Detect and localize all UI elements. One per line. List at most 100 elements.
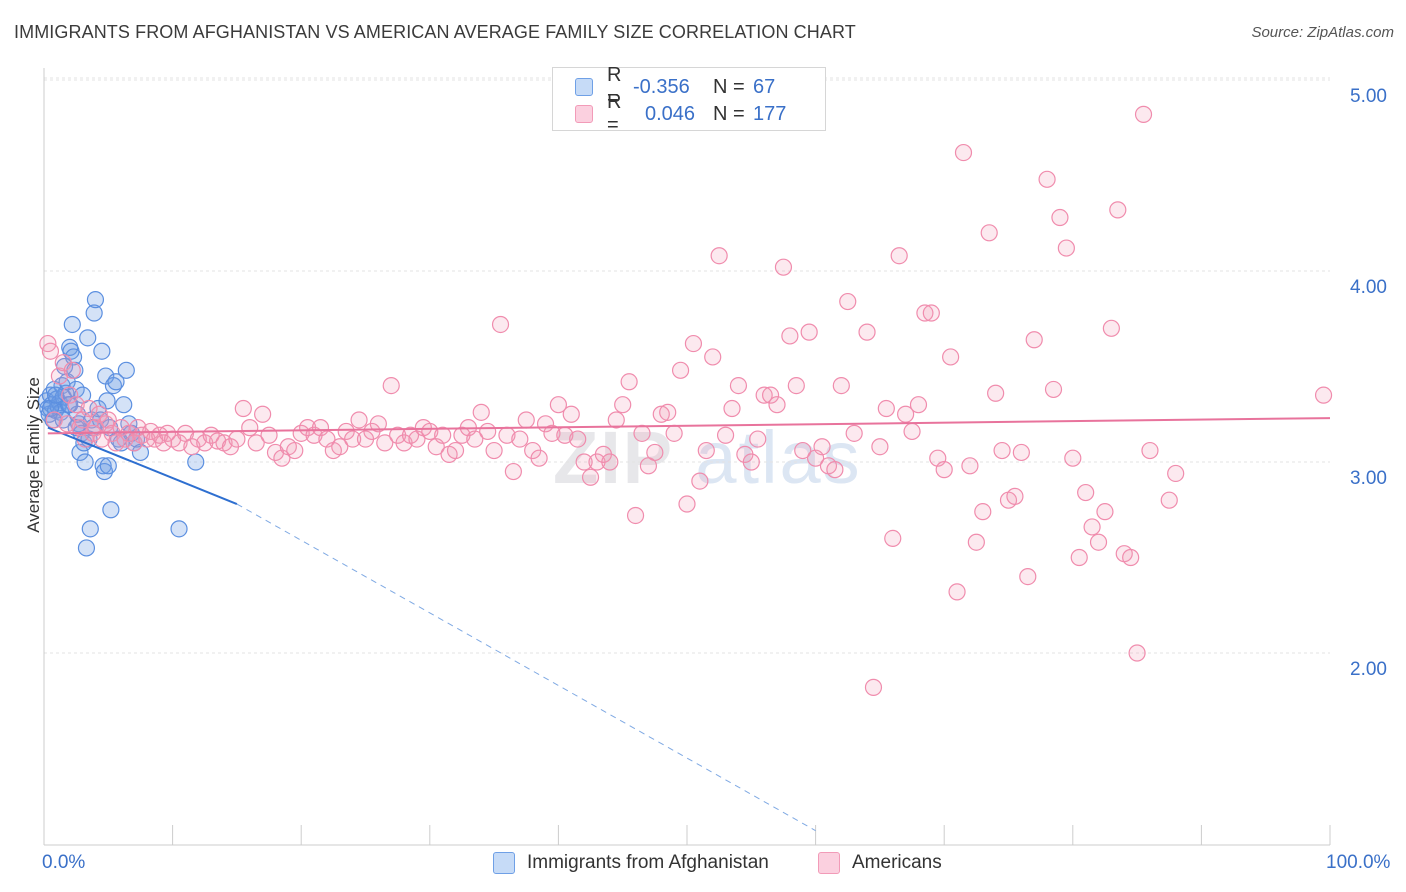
point-americans [671,361,690,379]
point-americans [1089,533,1108,551]
point-americans [446,441,465,460]
x-tick-label: 100.0% [1326,852,1391,873]
point-americans [1012,443,1030,462]
point-americans [787,377,805,395]
point-americans [909,396,928,414]
legend-item-afghanistan[interactable]: Immigrants from Afghanistan [493,852,769,874]
legend-row-afghanistan: R = -0.356 N = 67 [575,64,775,109]
point-americans [1160,491,1178,509]
trendline-americans [47,417,1331,435]
point-americans [626,506,645,525]
legend-r-label: R = [607,64,622,109]
point-americans [376,434,394,452]
point-americans [1167,464,1185,483]
point-americans [331,438,349,456]
point-americans [800,323,818,341]
point-americans [652,405,670,423]
y-tick-label: 5.00 [1350,86,1387,107]
point-americans [472,403,490,421]
point-americans [41,342,60,360]
point-americans [562,405,580,423]
point-americans [530,449,548,467]
point-americans [1134,105,1153,123]
point-americans [575,453,593,471]
point-afghanistan [67,380,85,399]
point-afghanistan [81,520,99,538]
point-americans [1038,170,1056,188]
point-americans [877,399,895,418]
legend-r-value: 0.046 [645,102,696,125]
point-americans [1141,441,1159,460]
legend-label-afghanistan: Immigrants from Afghanistan [527,852,769,873]
point-americans [903,422,921,441]
point-americans [884,529,902,548]
point-americans [954,143,973,162]
point-americans [254,405,272,423]
point-americans [871,438,889,456]
point-americans [832,377,850,395]
point-americans [1064,449,1082,467]
point-afghanistan [85,304,103,322]
point-americans [99,411,117,429]
x-tick-label: 0.0% [42,852,86,873]
point-americans [601,453,619,471]
legend-n-label: N = [713,102,745,125]
watermark: ZIP atlas [553,415,862,500]
point-afghanistan [115,396,133,414]
chart-title: IMMIGRANTS FROM AFGHANISTAN VS AMERICAN … [14,22,856,42]
point-americans [826,461,844,479]
point-americans [344,430,362,448]
point-americans [234,399,252,418]
point-americans [543,424,561,442]
point-americans [729,377,748,395]
point-americans [987,384,1005,402]
legend-item-americans[interactable]: Americans [818,852,942,874]
point-afghanistan [117,361,135,379]
y-tick-label: 3.00 [1350,468,1387,489]
point-americans [67,396,85,414]
point-afghanistan [98,392,116,410]
point-americans [1128,644,1146,662]
point-afghanistan [93,342,111,360]
point-americans [549,396,568,414]
point-americans [716,426,735,444]
legend-label-americans: Americans [852,852,942,873]
point-americans [678,495,696,513]
point-afghanistan [76,453,94,471]
point-americans [247,434,265,452]
point-americans [504,462,522,481]
point-americans [1109,201,1127,219]
point-americans [742,453,760,471]
point-americans [980,224,998,242]
point-afghanistan [77,539,96,557]
point-americans [517,411,535,429]
point-americans [691,472,709,490]
point-americans [620,373,638,391]
point-americans [1122,548,1140,567]
point-americans [607,411,625,429]
point-americans [659,403,677,421]
point-americans [80,399,98,418]
point-americans [858,323,876,341]
point-afghanistan [46,386,65,404]
point-americans [761,386,780,404]
point-americans [646,443,664,462]
point-americans [697,441,715,460]
point-americans [1096,503,1114,521]
point-americans [684,334,703,353]
point-americans [581,468,600,486]
point-americans [421,422,439,441]
point-americans [466,430,484,448]
watermark-atlas: atlas [695,416,862,499]
point-afghanistan [107,373,125,391]
watermark-zip: ZIP [553,416,673,499]
point-afghanistan [63,315,81,334]
point-afghanistan [79,329,97,347]
point-americans [794,441,812,460]
y-tick-label: 2.00 [1350,659,1387,680]
point-americans [1102,319,1120,337]
point-americans [286,441,304,460]
point-americans [942,348,960,366]
point-americans [511,430,529,448]
point-americans [864,678,883,696]
